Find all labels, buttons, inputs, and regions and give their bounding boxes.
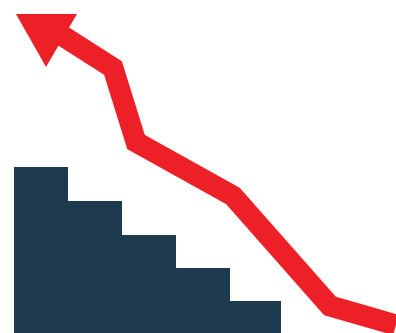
arrow-head-icon: [16, 14, 77, 67]
arrow-shaft: [49, 22, 396, 333]
staircase-icon: [14, 167, 281, 333]
